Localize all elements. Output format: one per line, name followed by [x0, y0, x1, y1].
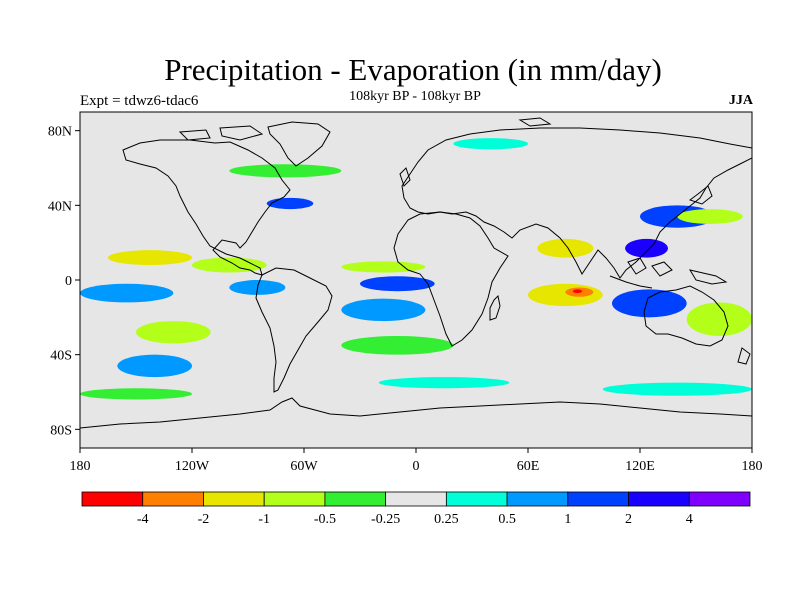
- coast-south-america: [255, 267, 333, 393]
- coast-madagascar: [489, 294, 501, 321]
- lon-tick-label: 120E: [625, 459, 655, 474]
- coast-antarctica: [80, 397, 752, 429]
- field-layer: [80, 138, 752, 400]
- field-region: [341, 336, 454, 355]
- field-region: [528, 283, 603, 307]
- field-region: [80, 283, 174, 303]
- field-region: [602, 382, 752, 396]
- lat-tick-label: 80S: [50, 423, 72, 438]
- colorbar-swatch: [324, 491, 387, 507]
- field-region: [341, 298, 426, 322]
- colorbar-label: -1: [258, 512, 270, 527]
- map-title: Precipitation - Evaporation (in mm/day): [164, 52, 662, 87]
- map-axes: 80N 40N 0 40S 80S 180 120W 60W 0 60E 120E 180: [48, 125, 763, 474]
- colorbar-swatch: [142, 491, 204, 507]
- colorbar-label: 2: [625, 512, 632, 527]
- coast-greenland: [267, 121, 331, 167]
- field-region: [80, 388, 192, 400]
- season-label: JJA: [728, 93, 753, 108]
- lon-tick-label: 0: [413, 459, 420, 474]
- field-region: [341, 261, 426, 273]
- field-region: [266, 197, 314, 210]
- colorbar-label: -2: [198, 512, 210, 527]
- colorbar-swatch: [385, 491, 447, 507]
- lon-tick-label: 60E: [517, 459, 540, 474]
- coast-eurasia: [401, 127, 752, 279]
- field-region: [572, 289, 583, 294]
- colorbar-swatch: [628, 491, 690, 507]
- coast-north-america: [122, 139, 291, 276]
- colorbar-label: 0.25: [434, 512, 459, 527]
- coast-australia: [643, 285, 729, 347]
- colorbar-swatch: [263, 491, 326, 507]
- experiment-label: Expt = tdwz6-tdac6: [80, 93, 199, 109]
- colorbar-swatch: [203, 491, 265, 507]
- map-subtitle: 108kyr BP - 108kyr BP: [349, 89, 481, 104]
- field-region: [117, 354, 192, 378]
- colorbar-swatch: [506, 491, 569, 507]
- colorbar-swatch: [81, 491, 144, 507]
- lon-tick-label: 60W: [290, 459, 318, 474]
- colorbar-swatch: [445, 491, 508, 507]
- coast-japan: [688, 185, 713, 205]
- lon-tick-label: 120W: [175, 459, 210, 474]
- field-region: [229, 164, 342, 178]
- field-region: [192, 257, 267, 273]
- coast-uk: [399, 167, 411, 187]
- coastlines: [80, 117, 752, 429]
- coast-africa: [393, 211, 509, 347]
- field-region: [360, 276, 435, 292]
- lat-tick-label: 80N: [48, 125, 72, 140]
- field-region: [625, 238, 668, 258]
- colorbar-label: 4: [686, 512, 693, 527]
- field-region: [108, 250, 192, 266]
- coast-indonesia: [609, 257, 728, 289]
- colorbar-label: -0.25: [371, 512, 400, 527]
- field-region: [612, 289, 687, 318]
- field-region: [677, 209, 743, 225]
- colorbar: -4 -2 -1 -0.5 -0.25 0.25 0.5 1 2 4: [81, 491, 751, 527]
- coast-new-zealand: [737, 347, 751, 365]
- field-region: [537, 238, 594, 258]
- colorbar-label: 1: [564, 512, 571, 527]
- colorbar-swatch: [688, 491, 751, 507]
- field-region: [453, 138, 528, 150]
- colorbar-swatch: [567, 491, 629, 507]
- lat-tick-label: 0: [65, 274, 72, 289]
- colorbar-label: -4: [137, 512, 149, 527]
- colorbar-label: -0.5: [314, 512, 336, 527]
- lat-tick-label: 40S: [50, 349, 72, 364]
- field-region: [136, 321, 211, 344]
- coast-arctic-islands: [178, 117, 552, 141]
- lat-tick-label: 40N: [48, 199, 72, 214]
- field-region: [686, 302, 752, 337]
- lon-tick-label: 180: [70, 459, 91, 474]
- colorbar-label: 0.5: [498, 512, 516, 527]
- field-region: [378, 377, 510, 389]
- lon-tick-label: 180: [742, 459, 763, 474]
